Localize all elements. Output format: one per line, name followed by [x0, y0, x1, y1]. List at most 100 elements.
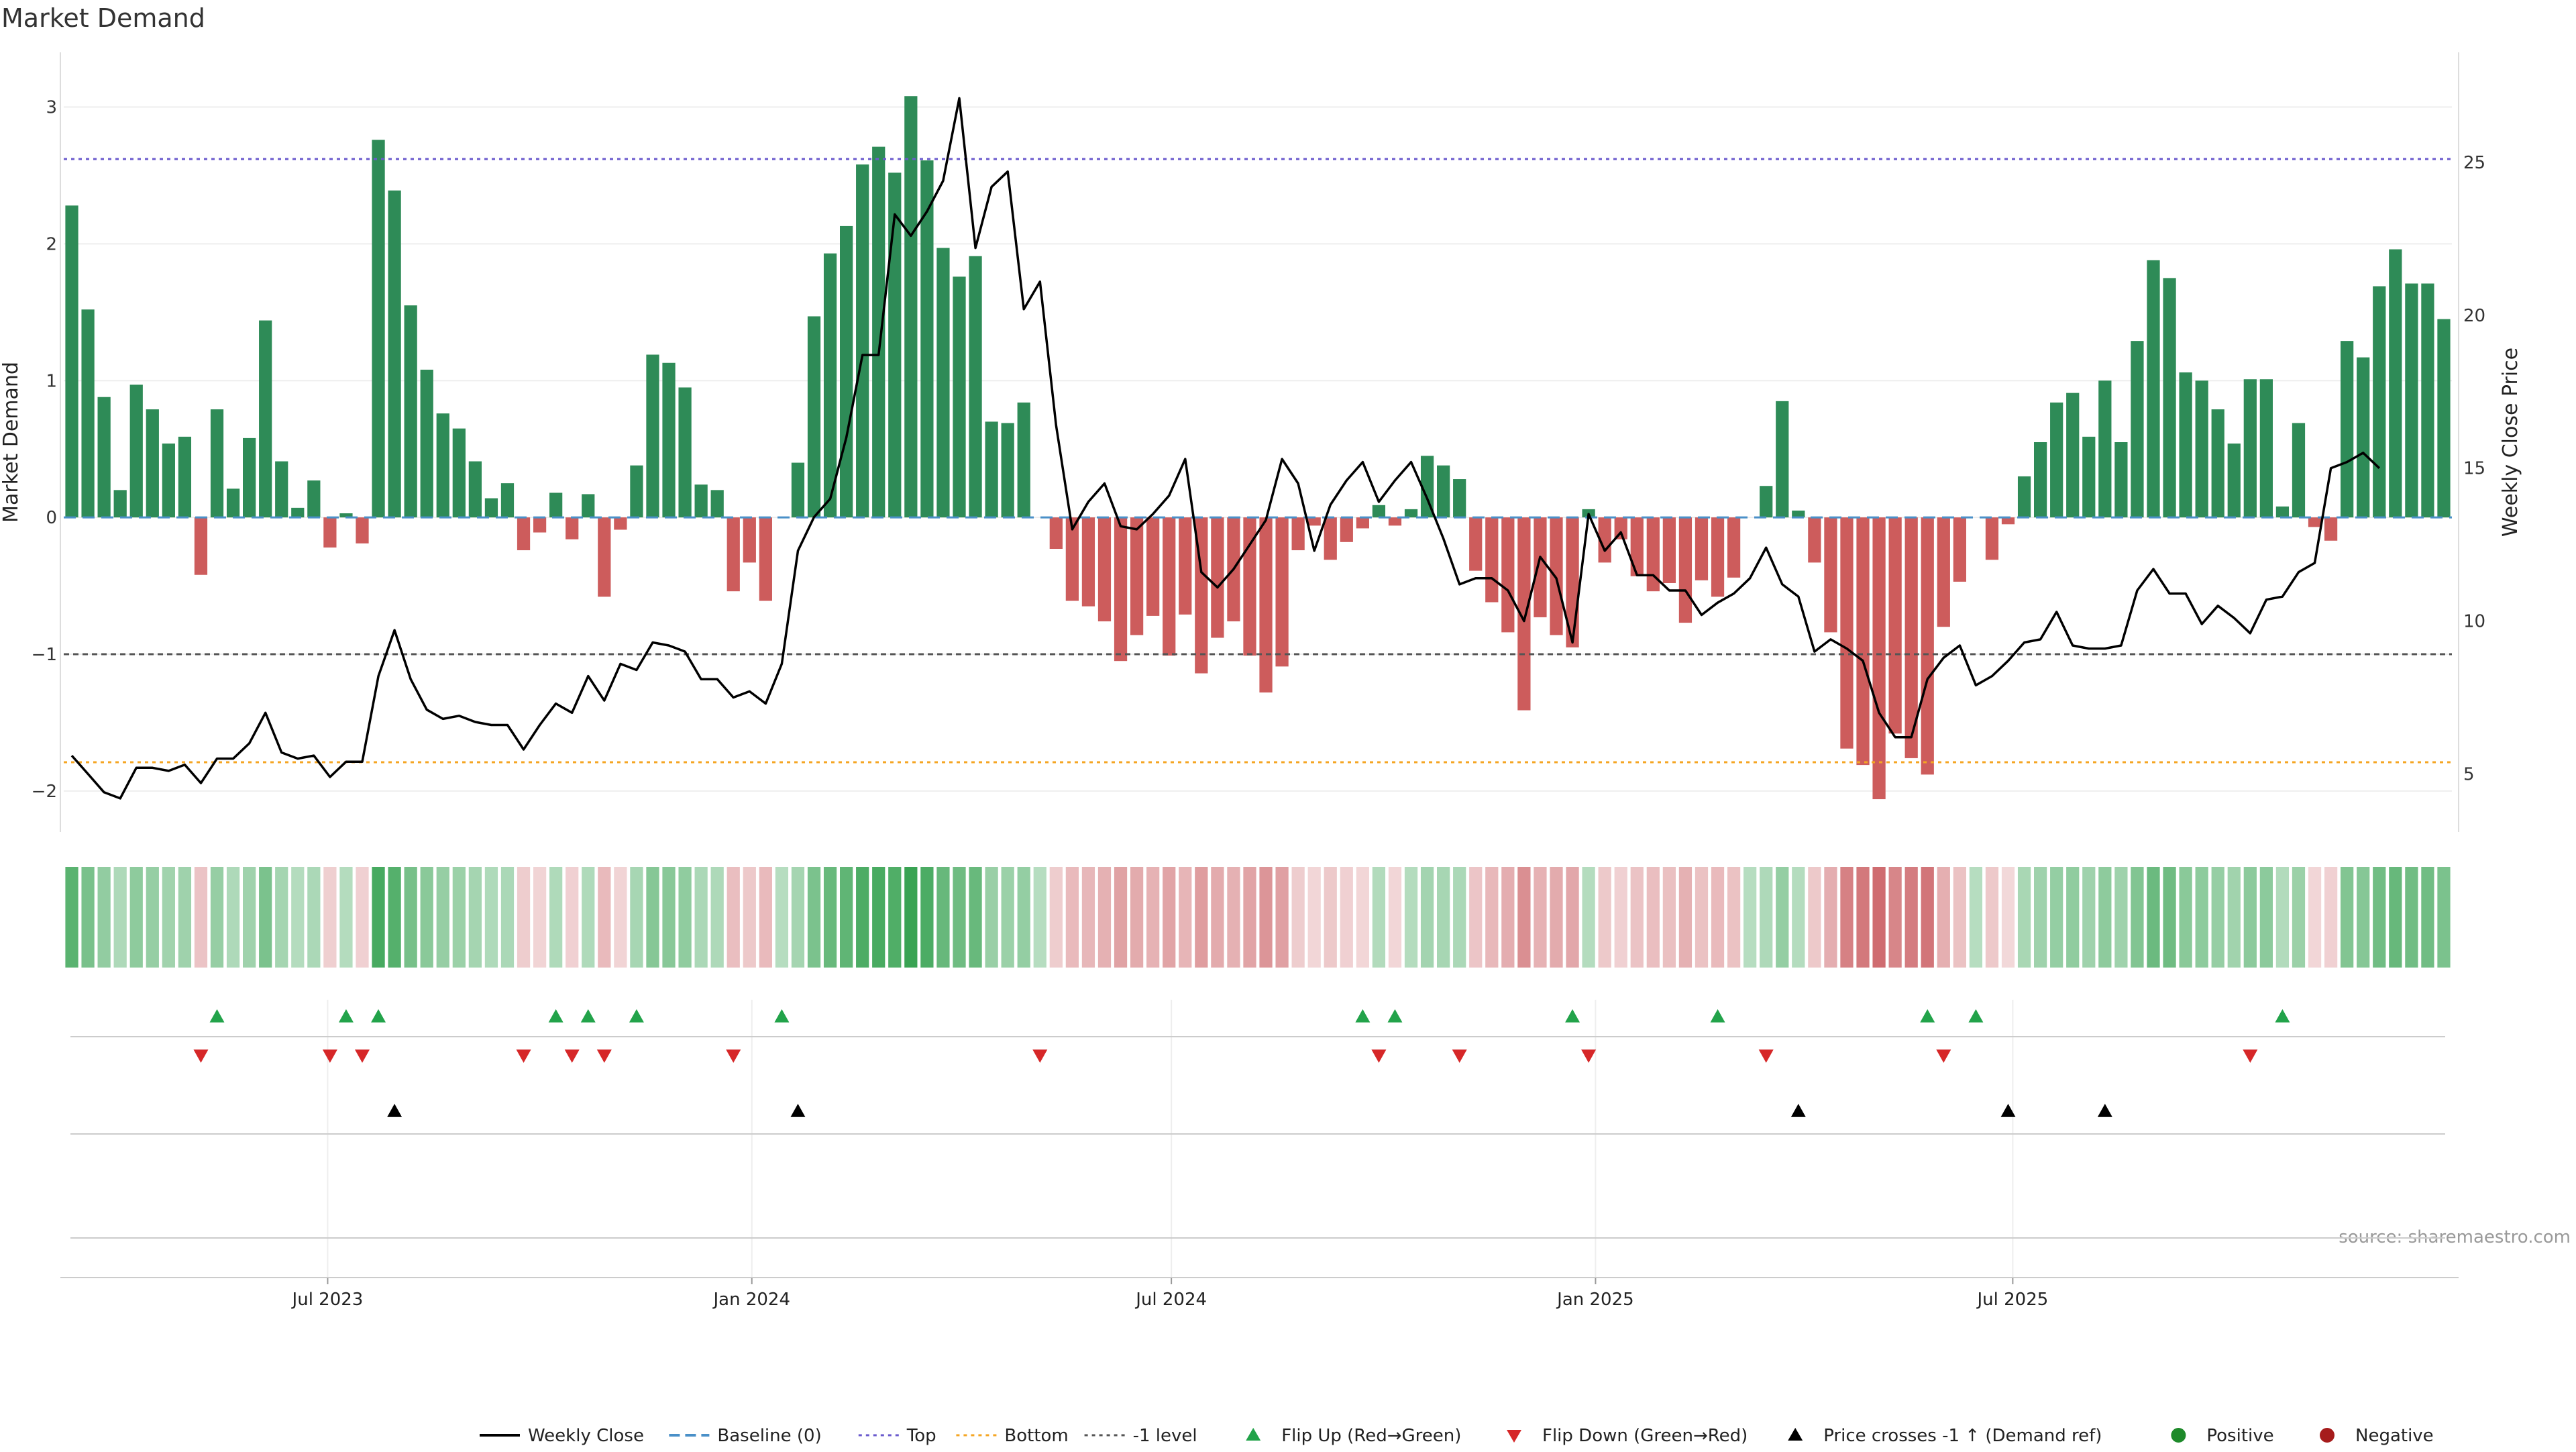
heat-strip-cell	[2324, 867, 2338, 968]
heat-strip-cell	[210, 867, 224, 968]
demand-bar	[1808, 517, 1821, 563]
heat-strip-cell	[1211, 867, 1224, 968]
heat-strip-cell	[1566, 867, 1579, 968]
demand-bar	[2195, 380, 2208, 518]
heat-strip-cell	[2098, 867, 2112, 968]
flip-up-marker	[1920, 1009, 1935, 1023]
heat-strip-cell	[468, 867, 482, 968]
demand-bar	[1985, 517, 1999, 560]
heat-strip-cell	[1437, 867, 1450, 968]
heat-strip-cell	[856, 867, 869, 968]
demand-bar	[97, 397, 111, 518]
heat-strip-cell	[484, 867, 498, 968]
heat-strip-cell	[65, 867, 78, 968]
demand-bar	[646, 354, 659, 518]
heat-strip-cell	[969, 867, 982, 968]
legend-label: -1 level	[1133, 1426, 1197, 1446]
heat-strip-cell	[1453, 867, 1466, 968]
demand-bar	[2437, 319, 2451, 518]
heat-strip-cell	[146, 867, 159, 968]
demand-bar	[840, 225, 853, 518]
demand-bar	[2373, 286, 2386, 518]
heat-strip-cell	[2050, 867, 2063, 968]
demand-bar	[1824, 517, 1837, 633]
demand-bar	[1646, 517, 1660, 592]
demand-bar	[694, 484, 708, 518]
demand-bar	[2324, 517, 2338, 541]
heat-strip-cell	[1275, 867, 1289, 968]
heat-strip-cell	[1678, 867, 1693, 968]
demand-bar	[2179, 372, 2192, 518]
y2-tick-label: 5	[2463, 764, 2475, 784]
heat-strip-cell	[1146, 867, 1160, 968]
heat-strip-cell	[1081, 867, 1095, 968]
demand-bar	[113, 490, 127, 518]
demand-bar	[1340, 517, 1353, 542]
heat-strip-cell	[823, 867, 837, 968]
heat-strip-cell	[1469, 867, 1483, 968]
flip-up-marker	[371, 1009, 386, 1023]
heat-strip-cell	[1114, 867, 1128, 968]
heat-strip-cell	[517, 867, 531, 968]
demand-bar	[791, 462, 805, 518]
demand-bar	[2066, 393, 2080, 518]
demand-bar	[1792, 510, 1805, 518]
demand-bar	[2421, 283, 2434, 518]
legend-item: Bottom	[956, 1426, 1069, 1446]
heat-strip-cell	[727, 867, 740, 968]
heat-strip-cell	[339, 867, 353, 968]
heat-strip-cell	[500, 867, 515, 968]
y2-tick-label: 25	[2463, 153, 2485, 173]
legend-swatch	[1788, 1428, 1803, 1441]
heat-strip-cell	[549, 867, 563, 968]
legend-item: Flip Up (Red→Green)	[1246, 1426, 1461, 1446]
heat-strip-cell	[1534, 867, 1547, 968]
heat-strip-cell	[2211, 867, 2224, 968]
flip-up-marker	[580, 1009, 596, 1023]
y-axis-label: Market Demand	[0, 362, 23, 523]
heat-strip-cell	[775, 867, 789, 968]
legend-item: Weekly Close	[480, 1426, 644, 1446]
demand-bar	[1904, 517, 1918, 758]
heat-strip-cell	[1179, 867, 1192, 968]
demand-bar	[1259, 517, 1273, 693]
demand-bar	[1630, 517, 1644, 576]
demand-bar	[1404, 509, 1418, 518]
demand-bar	[323, 517, 337, 548]
demand-bar	[710, 490, 724, 518]
heat-strip-cell	[1776, 867, 1789, 968]
legend-item: Negative	[2320, 1426, 2434, 1446]
flip-down-marker	[355, 1049, 370, 1063]
heat-strip-cell	[2308, 867, 2322, 968]
demand-bar	[178, 436, 192, 518]
heat-strip-cell	[1324, 867, 1337, 968]
flip-up-marker	[1355, 1009, 1371, 1023]
heat-strip-cell	[1356, 867, 1369, 968]
heat-strip-cell	[1243, 867, 1256, 968]
heat-strip-cell	[2001, 867, 2015, 968]
heat-strip-cell	[1662, 867, 1676, 968]
legend-item: Price crosses -1 ↑ (Demand ref)	[1788, 1426, 2102, 1446]
demand-bar	[1760, 486, 1773, 518]
heat-strip-cell	[2421, 867, 2434, 968]
demand-bar	[2001, 517, 2015, 525]
demand-bar	[210, 409, 224, 518]
demand-bar	[339, 513, 353, 518]
demand-bar	[969, 256, 982, 518]
demand-bar	[2098, 380, 2112, 518]
legend-label: Positive	[2206, 1426, 2273, 1446]
heat-strip-cell	[1550, 867, 1563, 968]
demand-bar	[533, 517, 547, 533]
y-tick-label: −1	[32, 645, 57, 665]
weekly-close-line	[70, 97, 2381, 800]
heat-strip-cell	[1969, 867, 1983, 968]
demand-bar	[372, 140, 385, 518]
demand-bar	[2405, 283, 2418, 518]
heat-strip-cell	[1630, 867, 1644, 968]
flip-up-marker	[629, 1009, 644, 1023]
demand-bar	[1501, 517, 1515, 633]
demand-bar	[1598, 517, 1611, 563]
demand-bar	[1711, 517, 1725, 597]
demand-bar	[678, 387, 692, 518]
